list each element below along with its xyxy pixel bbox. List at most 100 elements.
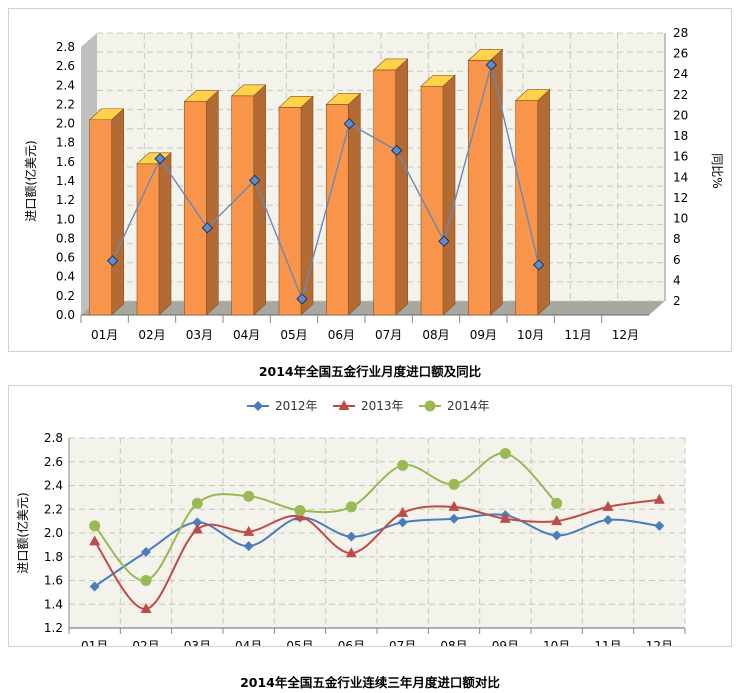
legend-label: 2013年 <box>361 399 404 413</box>
bar-top <box>183 90 220 102</box>
x-tick-label: 11月 <box>594 639 621 646</box>
data-point-2 <box>141 547 151 557</box>
y-tick-label: 2.4 <box>56 78 75 92</box>
y2-tick-label: 8 <box>673 232 681 246</box>
bar-front <box>420 85 444 316</box>
x-tick-label: 10月 <box>543 639 570 646</box>
data-point-3 <box>191 497 203 509</box>
y-tick-label: 0.0 <box>56 308 75 322</box>
y-tick-label: 1.4 <box>56 174 75 188</box>
x-tick-label: 05月 <box>286 639 313 646</box>
bar-front <box>231 95 254 316</box>
bar-4 <box>230 84 267 316</box>
y2-tick-label: 4 <box>673 273 681 287</box>
yoy-point-3 <box>201 222 214 234</box>
x-tick-label: 04月 <box>235 639 262 646</box>
data-point-2 <box>140 575 152 586</box>
bar-front <box>326 104 349 316</box>
legend-label: 2014年 <box>447 399 490 413</box>
x-tick-label: 05月 <box>280 328 307 342</box>
data-point-11 <box>603 514 613 525</box>
bar-front <box>278 107 302 316</box>
y-tick-label: 2.0 <box>56 117 75 131</box>
bar-side <box>253 84 266 316</box>
y-tick-label: 1.6 <box>44 574 63 588</box>
y-tick-label: 0.4 <box>56 270 75 284</box>
y-tick-label: 2.2 <box>56 97 75 111</box>
x-tick-label: 03月 <box>184 639 211 646</box>
y-tick-label: 2.6 <box>56 59 75 73</box>
y2-tick-label: 18 <box>673 129 688 143</box>
bar-10 <box>514 88 551 316</box>
x-tick-label: 08月 <box>422 328 449 342</box>
y2-tick-label: 28 <box>673 26 688 40</box>
y-tick-label: 0.2 <box>56 289 75 303</box>
y-tick-label: 2.6 <box>44 455 63 469</box>
yoy-point-9 <box>485 59 498 71</box>
bar-front <box>89 119 112 316</box>
yoy-point-8 <box>438 235 450 247</box>
x-tick-label: 01月 <box>91 328 118 342</box>
bar-chart-caption: 2014年全国五金行业月度进口额及同比 <box>258 364 482 379</box>
data-point-8 <box>448 478 460 490</box>
bar-side <box>158 152 172 316</box>
yoy-point-7 <box>390 144 403 157</box>
bar-side <box>395 58 408 316</box>
bar-top <box>372 58 409 71</box>
bar-front <box>136 163 160 316</box>
data-point-9 <box>499 512 511 523</box>
y-tick-label: 1.8 <box>44 550 63 564</box>
y2-tick-label: 16 <box>673 150 688 164</box>
yoy-line <box>112 64 540 302</box>
y-axis-title: 进口额(亿美元) <box>15 492 30 573</box>
import-bar-chart: 0.0 0.2 0.4 0.6 0.8 1.0 1.2 1.4 1.6 1.8 2.0 2.2 2.4 2… <box>23 26 724 342</box>
bar-front <box>468 60 491 316</box>
bar-top <box>230 84 267 97</box>
series-2012年 <box>89 510 665 592</box>
legend-marker <box>424 400 436 412</box>
x-tick-label: 12月 <box>612 328 639 342</box>
y-tick-label: 2.8 <box>44 431 63 445</box>
x-tick-label: 02月 <box>138 328 165 342</box>
bar-7 <box>372 58 409 316</box>
x-tick-label: 07月 <box>389 639 416 646</box>
data-point-6 <box>345 547 357 558</box>
y2-tick-label: 26 <box>673 47 688 61</box>
y2-tick-label: 2 <box>673 294 681 308</box>
legend: 2012年 2013年 2014年 <box>247 399 490 413</box>
y-tick-label: 1.0 <box>56 212 75 226</box>
data-point-3 <box>192 517 203 528</box>
bar-8 <box>420 74 456 316</box>
bar-3 <box>183 89 220 316</box>
monthly-import-chart-panel: 0.0 0.2 0.4 0.6 0.8 1.0 1.2 1.4 1.6 1.8 2.0 2.2 2.4 2… <box>8 8 732 352</box>
y-tick-label: 0.8 <box>56 231 75 245</box>
x-tick-label: 12月 <box>646 639 673 646</box>
y-tick-label: 2.4 <box>44 479 63 493</box>
yoy-point-6 <box>343 118 356 130</box>
yoy-point-4 <box>248 174 261 187</box>
data-point-8 <box>448 500 460 511</box>
x-tick-label: 09月 <box>492 639 519 646</box>
y-tick-label: 1.2 <box>44 621 63 635</box>
yoy-point-10 <box>532 259 545 271</box>
bar-top <box>278 96 314 108</box>
y2-tick-label: 14 <box>673 170 688 184</box>
legend-marker <box>338 400 350 410</box>
bar-side <box>490 48 503 316</box>
bar-top <box>514 89 551 101</box>
x-tick-label: 11月 <box>564 328 591 342</box>
data-point-3 <box>191 523 203 534</box>
y2-axis-title: 同比% <box>710 153 724 188</box>
three-year-comparison-panel: 1.2 1.4 1.6 1.8 2.0 2.2 2.4 2.6 2.8 01月 02月 03月 04月 0… <box>8 385 732 653</box>
y2-tick-label: 12 <box>673 191 688 205</box>
y-axis-title: 进口额(亿美元) <box>23 140 38 221</box>
bar-5 <box>278 95 314 316</box>
y-tick-label: 1.8 <box>56 136 75 150</box>
y2-tick-label: 24 <box>673 67 688 81</box>
series-2014年 <box>89 447 563 586</box>
data-point-5 <box>294 504 306 516</box>
bar-1 <box>88 108 125 316</box>
x-tick-label: 04月 <box>233 328 260 342</box>
data-point-7 <box>397 506 409 517</box>
y-tick-label: 0.6 <box>56 251 75 265</box>
